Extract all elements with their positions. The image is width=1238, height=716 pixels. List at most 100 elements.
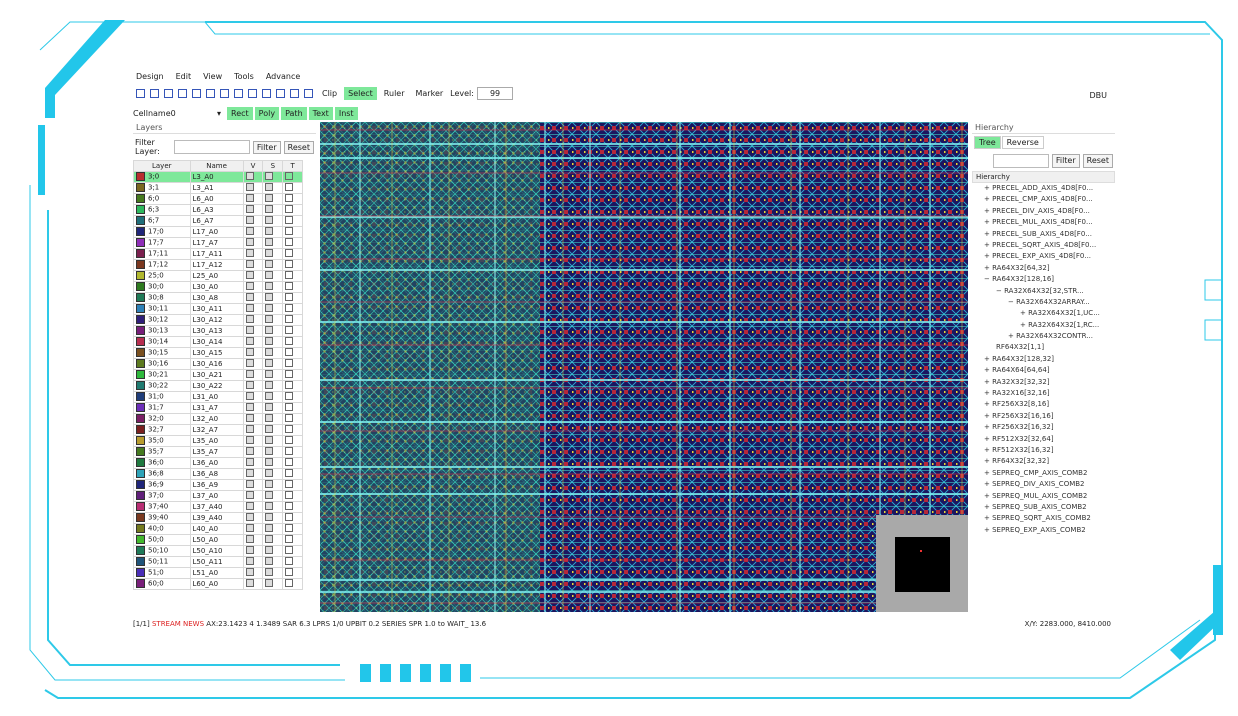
checkbox[interactable] [285,579,294,587]
layer-row[interactable]: 3;0 L3_A0 [133,170,303,183]
tree-item[interactable]: − RA64X32[128,16] [984,275,1055,284]
checkbox[interactable] [285,282,294,290]
checkbox[interactable] [265,491,274,499]
checkbox[interactable] [265,392,274,400]
cell-select[interactable]: Cellname0 [133,109,176,118]
tree-item[interactable]: + SEPREQ_DIV_AXIS_COMB2 [984,480,1085,489]
tree-item[interactable]: + RA64X32[64,32] [984,263,1050,272]
checkbox[interactable] [285,469,294,477]
checkbox[interactable] [245,238,254,246]
checkbox[interactable] [285,172,294,180]
tool-icon[interactable] [192,89,201,98]
tree-item[interactable]: + RA32X64X32CONTR... [1008,332,1093,341]
tree-item[interactable]: + SEPREQ_CMP_AXIS_COMB2 [984,468,1088,477]
checkbox[interactable] [285,348,294,356]
tree-item[interactable]: + PRECEL_SUB_AXIS_4D8[F0... [984,229,1092,238]
layer-row[interactable]: 36;9 L36_A9 [133,478,303,491]
checkbox[interactable] [265,326,274,334]
checkbox[interactable] [245,315,254,323]
checkbox[interactable] [265,348,274,356]
checkbox[interactable] [285,260,294,268]
tree-item[interactable]: + RF256X32[8,16] [984,400,1050,409]
checkbox[interactable] [285,183,294,191]
checkbox[interactable] [245,535,254,543]
layer-row[interactable]: 17;0 L17_A0 [133,225,303,238]
checkbox[interactable] [265,381,274,389]
checkbox[interactable] [285,513,294,521]
checkbox[interactable] [265,447,274,455]
tool-icon[interactable] [276,89,285,98]
checkbox[interactable] [245,370,254,378]
checkbox[interactable] [285,392,294,400]
layer-row[interactable]: 3;1 L3_A1 [133,181,303,194]
checkbox[interactable] [285,227,294,235]
layer-row[interactable]: 32;7 L32_A7 [133,423,303,436]
checkbox[interactable] [265,271,274,279]
checkbox[interactable] [285,304,294,312]
checkbox[interactable] [265,304,274,312]
tree-item[interactable]: + SEPREQ_MUL_AXIS_COMB2 [984,491,1088,500]
tool-icon[interactable] [150,89,159,98]
tool-icon[interactable] [290,89,299,98]
tool-button[interactable]: Ruler [383,89,405,98]
draw-tool[interactable]: Path [281,107,307,120]
checkbox[interactable] [245,348,254,356]
layer-row[interactable]: 35;0 L35_A0 [133,434,303,447]
checkbox[interactable] [245,392,254,400]
layer-row[interactable]: 51;0 L51_A0 [133,566,303,579]
layer-row[interactable]: 36;0 L36_A0 [133,456,303,469]
checkbox[interactable] [245,502,254,510]
checkbox[interactable] [285,414,294,422]
checkbox[interactable] [245,414,254,422]
checkbox[interactable] [265,337,274,345]
tree-item[interactable]: + PRECEL_ADD_AXIS_4D8[F0... [984,184,1094,192]
checkbox[interactable] [285,425,294,433]
checkbox[interactable] [245,304,254,312]
layer-row[interactable]: 39;40 L39_A40 [133,511,303,524]
checkbox[interactable] [265,414,274,422]
layer-row[interactable]: 35;7 L35_A7 [133,445,303,458]
checkbox[interactable] [245,205,254,213]
checkbox[interactable] [285,194,294,202]
checkbox[interactable] [285,535,294,543]
tree-item[interactable]: + PRECEL_SQRT_AXIS_4D8[F0... [984,240,1097,249]
tab[interactable]: Reverse [1001,136,1044,149]
checkbox[interactable] [285,502,294,510]
menu-item[interactable]: Edit [175,72,192,81]
tool-icon[interactable] [164,89,173,98]
checkbox[interactable] [285,271,294,279]
checkbox[interactable] [245,546,254,554]
tree-item[interactable]: + PRECEL_CMP_AXIS_4D8[F0... [984,195,1093,204]
checkbox[interactable] [245,469,254,477]
checkbox[interactable] [265,568,274,576]
tool-icon[interactable] [304,89,313,98]
layer-row[interactable]: 30;8 L30_A8 [133,291,303,304]
menu-item[interactable]: Design [136,72,164,81]
checkbox[interactable] [285,205,294,213]
checkbox[interactable] [245,260,254,268]
checkbox[interactable] [245,194,254,202]
tool-icon[interactable] [178,89,187,98]
layer-row[interactable]: 6;3 L6_A3 [133,203,303,216]
checkbox[interactable] [245,480,254,488]
tool-icon[interactable] [248,89,257,98]
tool-icon[interactable] [220,89,229,98]
tree-item[interactable]: + RA32X16[32,16] [984,389,1050,398]
layer-row[interactable]: 50;0 L50_A0 [133,533,303,546]
layer-row[interactable]: 17;7 L17_A7 [133,236,303,249]
tool-button[interactable]: Select [344,87,377,100]
tree-item[interactable]: + SEPREQ_SUB_AXIS_COMB2 [984,502,1087,511]
layer-row[interactable]: 30;12 L30_A12 [133,313,303,326]
draw-tool[interactable]: Text [308,107,333,120]
checkbox[interactable] [285,436,294,444]
layer-row[interactable]: 30;14 L30_A14 [133,335,303,348]
checkbox[interactable] [245,579,254,587]
tree-item[interactable]: − RA32X64X32[32,STR... [996,286,1084,295]
checkbox[interactable] [285,315,294,323]
checkbox[interactable] [265,557,274,565]
layout-canvas[interactable] [320,122,968,612]
checkbox[interactable] [285,546,294,554]
checkbox[interactable] [265,172,274,180]
draw-tool[interactable]: Rect [227,107,253,120]
tool-button[interactable]: Marker [415,89,444,98]
